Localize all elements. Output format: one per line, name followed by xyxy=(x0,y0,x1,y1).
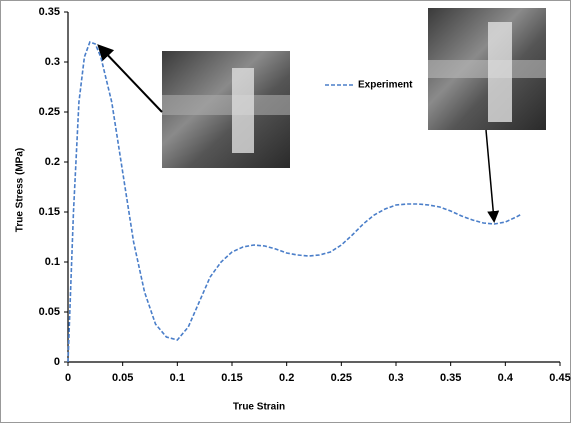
x-tick-label: 0.25 xyxy=(331,372,352,384)
photo-right xyxy=(428,8,546,130)
y-tick-label: 0 xyxy=(54,356,60,368)
x-axis-title: True Strain xyxy=(233,402,285,413)
y-tick-label: 0.15 xyxy=(39,206,60,218)
x-tick-label: 0 xyxy=(65,372,71,384)
y-tick-label: 0.05 xyxy=(39,306,60,318)
arrow xyxy=(485,129,500,223)
y-axis-title: True Stress (MPa) xyxy=(15,148,26,232)
arrow xyxy=(97,44,163,113)
x-tick-label: 0.4 xyxy=(498,372,514,384)
x-tick-label: 0.3 xyxy=(388,372,403,384)
y-tick-label: 0.25 xyxy=(39,106,60,118)
x-tick-label: 0.15 xyxy=(221,372,242,384)
x-tick-label: 0.2 xyxy=(279,372,294,384)
x-tick-label: 0.1 xyxy=(170,372,185,384)
y-tick-label: 0.35 xyxy=(39,6,60,18)
photo-left xyxy=(162,51,290,168)
x-tick-label: 0.45 xyxy=(549,372,570,384)
x-tick-label: 0.05 xyxy=(112,372,133,384)
y-tick-label: 0.2 xyxy=(45,156,60,168)
y-tick-label: 0.3 xyxy=(45,56,60,68)
x-tick-label: 0.35 xyxy=(440,372,461,384)
series-line xyxy=(67,40,523,363)
y-tick-label: 0.1 xyxy=(45,256,60,268)
legend-label: Experiment xyxy=(358,80,413,91)
